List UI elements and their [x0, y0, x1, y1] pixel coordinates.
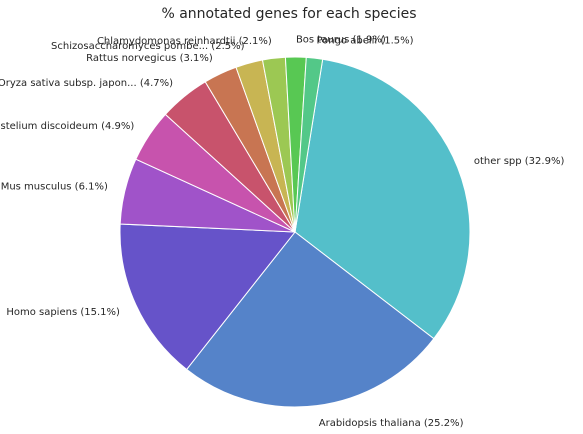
slice-label: Chlamydomonas reinhardtii (2.1%): [97, 36, 272, 47]
slice-label: Arabidopsis thaliana (25.2%): [319, 418, 464, 429]
slice-label: Pongo abelii (1.5%): [316, 36, 413, 47]
slice-label: Oryza sativa subsp. japon... (4.7%): [0, 78, 173, 89]
pie-labels: other spp (32.9%) Arabidopsis thaliana (2…: [0, 35, 564, 430]
slice-label: Bos taurus (1.9%): [296, 35, 386, 46]
chart-title: % annotated genes for each species: [161, 6, 416, 22]
slice-label: Rattus norvegicus (3.1%): [86, 53, 213, 64]
slice-label: Mus musculus (6.1%): [1, 182, 108, 193]
slice-label: Dictyostelium discoideum (4.9%): [0, 121, 134, 132]
pie-slice: [119, 223, 296, 371]
slice-label: Schizosaccharomyces pombe... (2.5%): [51, 41, 245, 52]
pie-slice: [294, 58, 471, 340]
pie-slice: [294, 56, 324, 233]
pie-slice: [185, 231, 435, 408]
slice-label: Homo sapiens (15.1%): [6, 307, 120, 318]
slice-label: other spp (32.9%): [474, 156, 565, 167]
pie-slices: [119, 56, 471, 408]
